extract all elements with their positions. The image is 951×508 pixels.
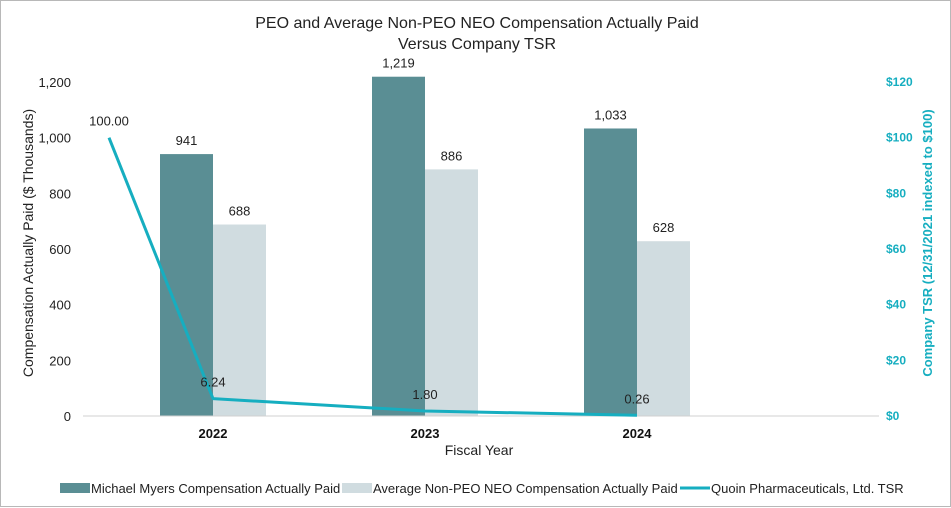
bar-peo [584, 128, 637, 416]
y2-tick-label: $0 [886, 409, 900, 423]
y-tick-label: 200 [49, 353, 71, 368]
y2-tick-label: $120 [886, 75, 913, 89]
x-tick-label: 2022 [199, 426, 228, 441]
y2-tick-label: $100 [886, 131, 913, 145]
x-axis-label: Fiscal Year [445, 442, 514, 458]
bar-peo [372, 76, 425, 416]
bar-label-peo: 1,219 [382, 56, 415, 71]
y-tick-label: 1,200 [38, 75, 71, 90]
tsr-label: 100.00 [89, 114, 129, 129]
tsr-line [107, 137, 638, 417]
x-tick-label: 2023 [411, 426, 440, 441]
bar-label-neo: 886 [441, 148, 463, 163]
bar-label-neo: 628 [653, 220, 675, 235]
legend-label-peo: Michael Myers Compensation Actually Paid [91, 481, 340, 496]
y-tick-label: 0 [64, 409, 71, 424]
tsr-label: 0.26 [624, 391, 649, 406]
bar-label-neo: 688 [229, 204, 251, 219]
y-tick-label: 600 [49, 242, 71, 257]
bar-neo [213, 224, 266, 416]
bar-label-peo: 941 [176, 133, 198, 148]
y2-tick-label: $60 [886, 242, 906, 256]
y-tick-label: 1,000 [38, 131, 71, 146]
legend: Michael Myers Compensation Actually Paid… [60, 481, 904, 496]
y-axis-label: Compensation Actually Paid ($ Thousands) [20, 109, 36, 377]
bar-neo [637, 241, 690, 416]
y2-tick-label: $80 [886, 186, 906, 200]
bar-label-peo: 1,033 [594, 107, 627, 122]
x-tick-label: 2024 [623, 426, 653, 441]
chart-title-line1: PEO and Average Non-PEO NEO Compensation… [255, 15, 699, 32]
y2-tick-label: $20 [886, 353, 906, 367]
bar-neo [425, 169, 478, 416]
y-tick-label: 800 [49, 186, 71, 201]
y2-axis-label: Company TSR (12/31/2021 indexed to $100) [920, 109, 935, 376]
legend-swatch-neo [342, 483, 372, 493]
legend-swatch-peo [60, 483, 90, 493]
tsr-label: 1.80 [412, 387, 437, 402]
y2-tick-label: $40 [886, 298, 906, 312]
legend-label-tsr: Quoin Pharmaceuticals, Ltd. TSR [711, 481, 904, 496]
y-tick-label: 400 [49, 298, 71, 313]
legend-label-neo: Average Non-PEO NEO Compensation Actuall… [373, 481, 678, 496]
tsr-label: 6.24 [200, 375, 225, 390]
chart-title-line2: Versus Company TSR [398, 36, 556, 53]
